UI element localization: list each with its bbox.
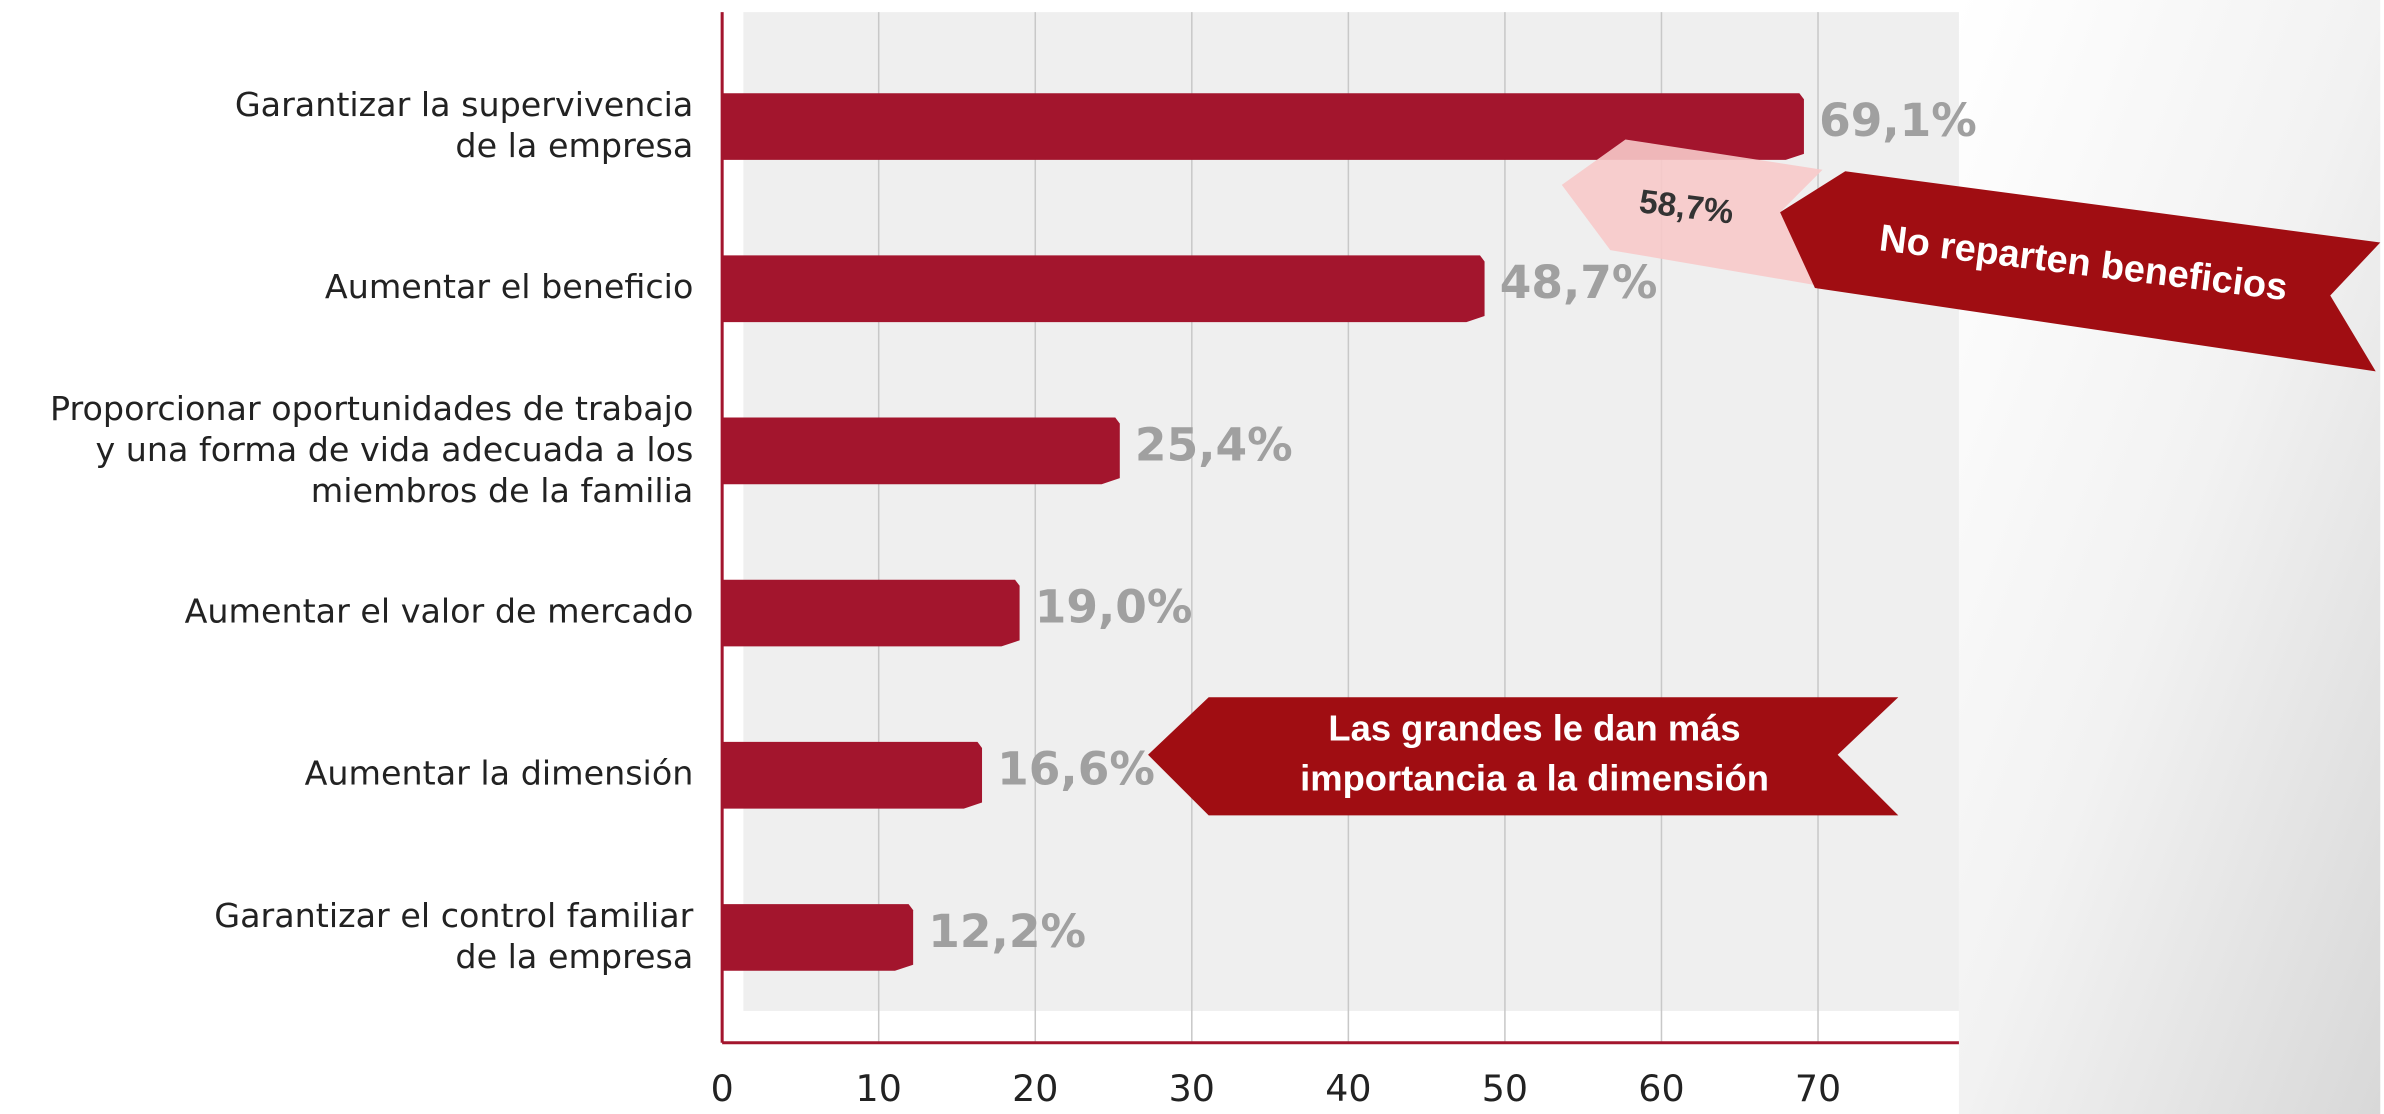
value-label: 69,1% <box>1819 94 1977 147</box>
plot-area <box>743 12 1959 1011</box>
y-tick-label: Aumentar el valor de mercado <box>185 592 694 631</box>
value-label: 19,0% <box>1035 581 1193 634</box>
bar <box>722 255 1485 323</box>
bar <box>722 741 983 809</box>
x-tick-label: 20 <box>1012 1067 1058 1110</box>
arrow <box>1561 139 1823 285</box>
x-tick-label: 70 <box>1795 1067 1841 1110</box>
background <box>1958 0 2381 1114</box>
x-tick-label: 0 <box>711 1067 734 1110</box>
x-tick-label: 50 <box>1482 1067 1528 1110</box>
value-label: 25,4% <box>1135 418 1293 471</box>
value-label: 16,6% <box>997 743 1155 796</box>
y-tick-label: Aumentar el beneficio <box>325 267 693 306</box>
bar <box>722 417 1120 485</box>
x-tick-label: 30 <box>1169 1067 1215 1110</box>
y-tick-label: Garantizar el control familiar de la empr… <box>214 895 693 975</box>
x-tick-label: 10 <box>856 1067 902 1110</box>
y-tick-label: Proporcionar oportunidades de trabajo y u… <box>50 388 693 509</box>
value-label: 12,2% <box>928 905 1086 958</box>
annotation: Las grandes le dan más importancia a la d… <box>1300 707 1769 798</box>
x-tick-label: 60 <box>1638 1067 1684 1110</box>
bar <box>722 904 914 971</box>
bar <box>722 93 1804 160</box>
ribbon <box>1780 171 2381 372</box>
bar <box>722 579 1020 647</box>
y-tick-label: Aumentar la dimensión <box>305 754 694 793</box>
ribbon <box>1148 697 1899 816</box>
value-label: 48,7% <box>1500 256 1658 309</box>
y-tick-label: Garantizar la supervivencia de la empresa <box>235 85 694 165</box>
x-tick-label: 40 <box>1325 1067 1371 1110</box>
